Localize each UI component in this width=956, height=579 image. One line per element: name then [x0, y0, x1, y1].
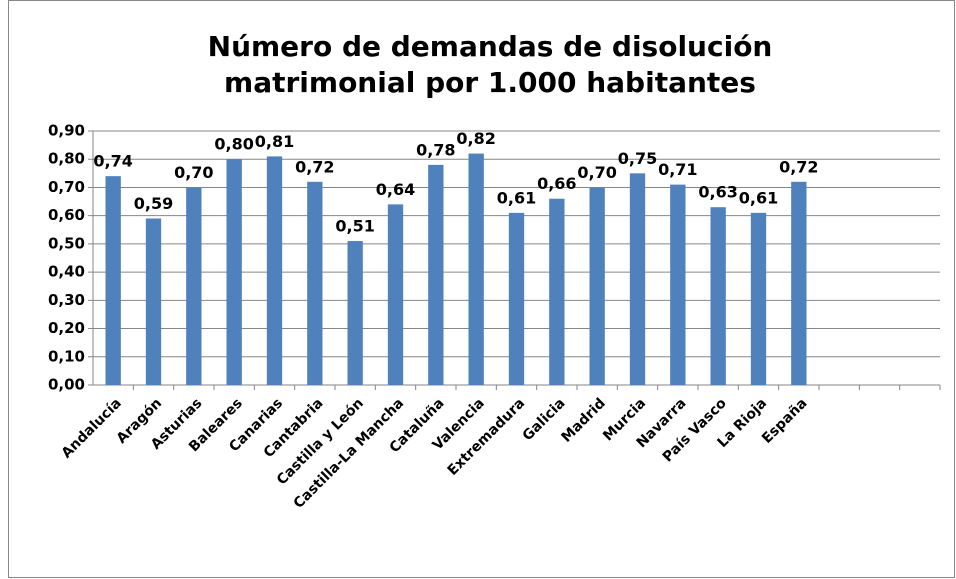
data-label: 0,61 [739, 188, 778, 207]
bar [710, 207, 726, 385]
bar [145, 218, 162, 385]
data-label: 0,64 [376, 180, 415, 199]
bar [226, 159, 242, 385]
y-tick-label: 0,60 [48, 206, 85, 224]
data-label: 0,72 [295, 157, 334, 176]
data-label: 0,70 [174, 163, 213, 182]
data-label: 0,71 [658, 160, 697, 179]
chart-subtitle: matrimonial por 1.000 habitantes [224, 66, 756, 99]
bar [428, 164, 444, 385]
bar [670, 184, 686, 385]
bar [387, 204, 404, 385]
y-tick-label: 0,50 [48, 234, 85, 252]
y-tick-label: 0,90 [48, 122, 85, 140]
bar [186, 187, 202, 385]
data-label: 0,81 [255, 132, 294, 151]
bar [468, 153, 484, 385]
y-tick-label: 0,20 [48, 319, 85, 337]
bar [549, 198, 565, 385]
y-tick-label: 0,40 [48, 263, 85, 281]
data-label: 0,70 [577, 163, 616, 182]
y-tick-label: 0,70 [48, 178, 85, 196]
bar [508, 212, 525, 385]
y-tick-label: 0,80 [48, 150, 85, 168]
bar [750, 212, 767, 385]
bar [347, 241, 363, 385]
y-tick-label: 0,30 [48, 291, 85, 309]
data-label: 0,61 [497, 188, 536, 207]
bar [105, 176, 121, 385]
data-label: 0,51 [335, 217, 374, 236]
data-label: 0,82 [456, 129, 495, 148]
data-label: 0,63 [698, 183, 737, 202]
data-label: 0,78 [416, 140, 455, 159]
bar [629, 173, 646, 385]
data-label: 0,72 [779, 157, 818, 176]
y-tick-label: 0,00 [48, 376, 85, 394]
data-label: 0,75 [618, 149, 657, 168]
data-label: 0,59 [134, 194, 173, 213]
data-label: 0,66 [537, 174, 576, 193]
chart-title: Número de demandas de disolución [208, 30, 773, 63]
y-tick-label: 0,10 [48, 347, 85, 365]
bar [266, 156, 283, 385]
data-label: 0,80 [214, 135, 253, 154]
bar [307, 181, 323, 385]
bar [791, 181, 807, 385]
data-label: 0,74 [93, 152, 132, 171]
bar [589, 187, 605, 385]
